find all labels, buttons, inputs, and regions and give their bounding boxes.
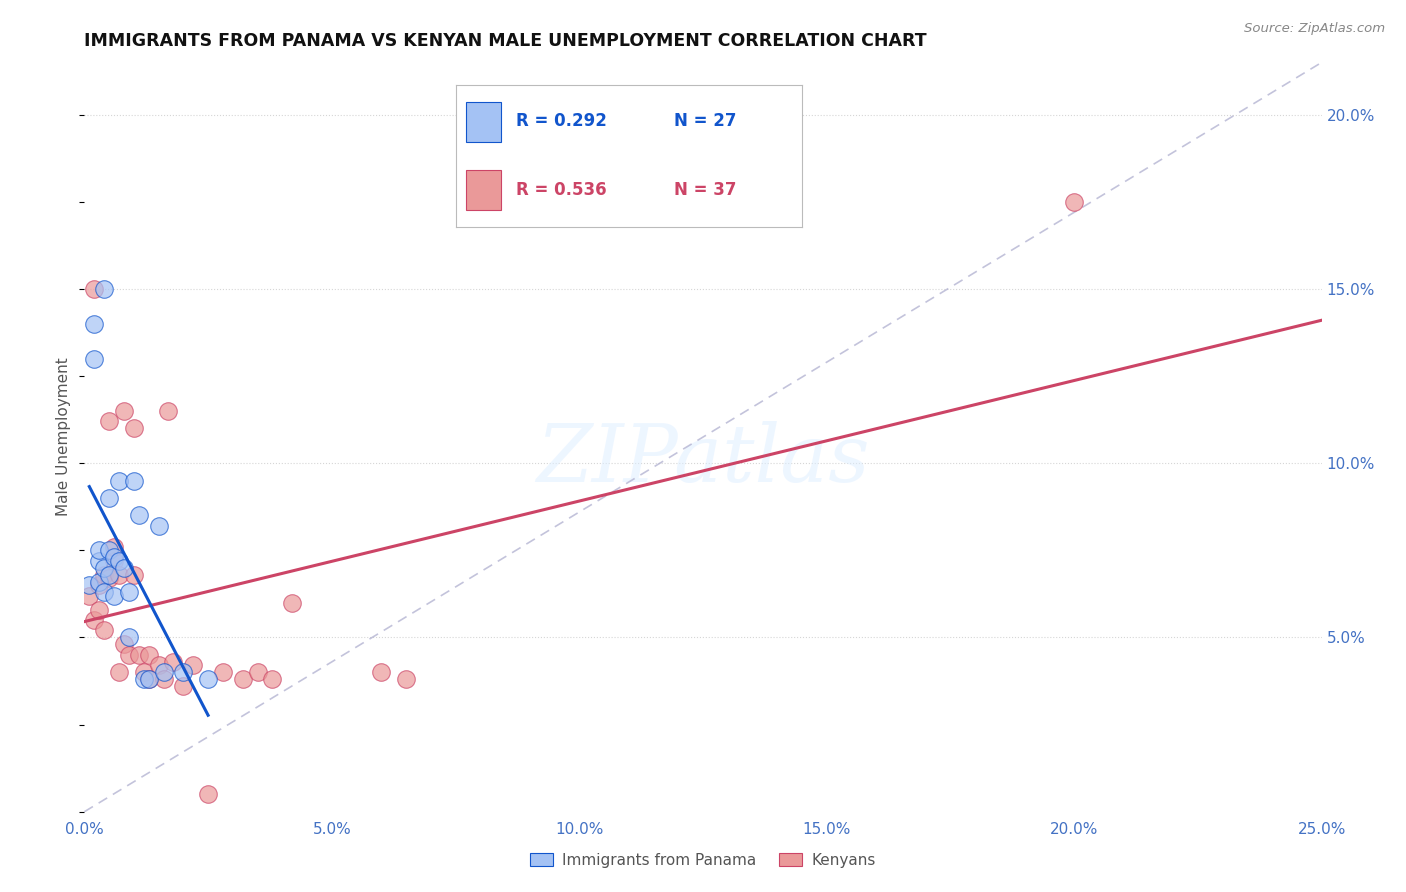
Point [132, 665, 155, 680]
Point [83, 282, 105, 296]
Point [103, 550, 125, 565]
Point [93, 567, 115, 582]
Point [93, 585, 115, 599]
Point [212, 665, 235, 680]
Point [172, 665, 194, 680]
Point [79, 578, 101, 592]
Legend: Immigrants from Panama, Kenyans: Immigrants from Panama, Kenyans [523, 845, 883, 875]
Point [112, 637, 135, 651]
Point [122, 567, 145, 582]
Point [93, 624, 115, 638]
Point [108, 474, 131, 488]
Point [128, 508, 150, 523]
Point [138, 673, 160, 687]
Text: Source: ZipAtlas.com: Source: ZipAtlas.com [1244, 22, 1385, 36]
Point [89, 543, 111, 558]
Text: ZIPatlas: ZIPatlas [536, 421, 870, 499]
Point [122, 474, 145, 488]
Point [148, 658, 170, 673]
Point [118, 631, 141, 645]
Point [108, 554, 131, 568]
Point [128, 648, 150, 662]
Y-axis label: Male Unemployment: Male Unemployment [56, 358, 72, 516]
Point [370, 665, 392, 680]
Point [246, 665, 269, 680]
Point [93, 282, 115, 296]
Point [83, 613, 105, 627]
Point [122, 421, 145, 435]
Point [197, 673, 219, 687]
Point [232, 673, 254, 687]
Point [281, 596, 304, 610]
Point [83, 351, 105, 366]
Point [395, 673, 418, 687]
Point [89, 578, 111, 592]
Text: IMMIGRANTS FROM PANAMA VS KENYAN MALE UNEMPLOYMENT CORRELATION CHART: IMMIGRANTS FROM PANAMA VS KENYAN MALE UN… [84, 32, 927, 50]
Point [172, 679, 194, 693]
Point [108, 665, 131, 680]
Point [98, 543, 121, 558]
Point [93, 561, 115, 575]
Point [108, 567, 131, 582]
Point [138, 673, 160, 687]
Point [152, 673, 174, 687]
Point [98, 571, 121, 585]
Point [118, 585, 141, 599]
Point [103, 554, 125, 568]
Point [79, 589, 101, 603]
Point [152, 665, 174, 680]
Point [262, 673, 284, 687]
Point [103, 589, 125, 603]
Point [98, 567, 121, 582]
Point [118, 648, 141, 662]
Point [132, 673, 155, 687]
Point [112, 561, 135, 575]
Point [1063, 194, 1085, 209]
Point [83, 317, 105, 331]
Point [98, 491, 121, 505]
Point [157, 404, 180, 418]
Point [197, 787, 219, 801]
Point [103, 540, 125, 554]
Point [89, 554, 111, 568]
Point [98, 414, 121, 428]
Point [138, 648, 160, 662]
Point [89, 602, 111, 616]
Point [89, 574, 111, 589]
Point [148, 519, 170, 533]
Point [112, 404, 135, 418]
Point [181, 658, 204, 673]
Point [162, 655, 184, 669]
